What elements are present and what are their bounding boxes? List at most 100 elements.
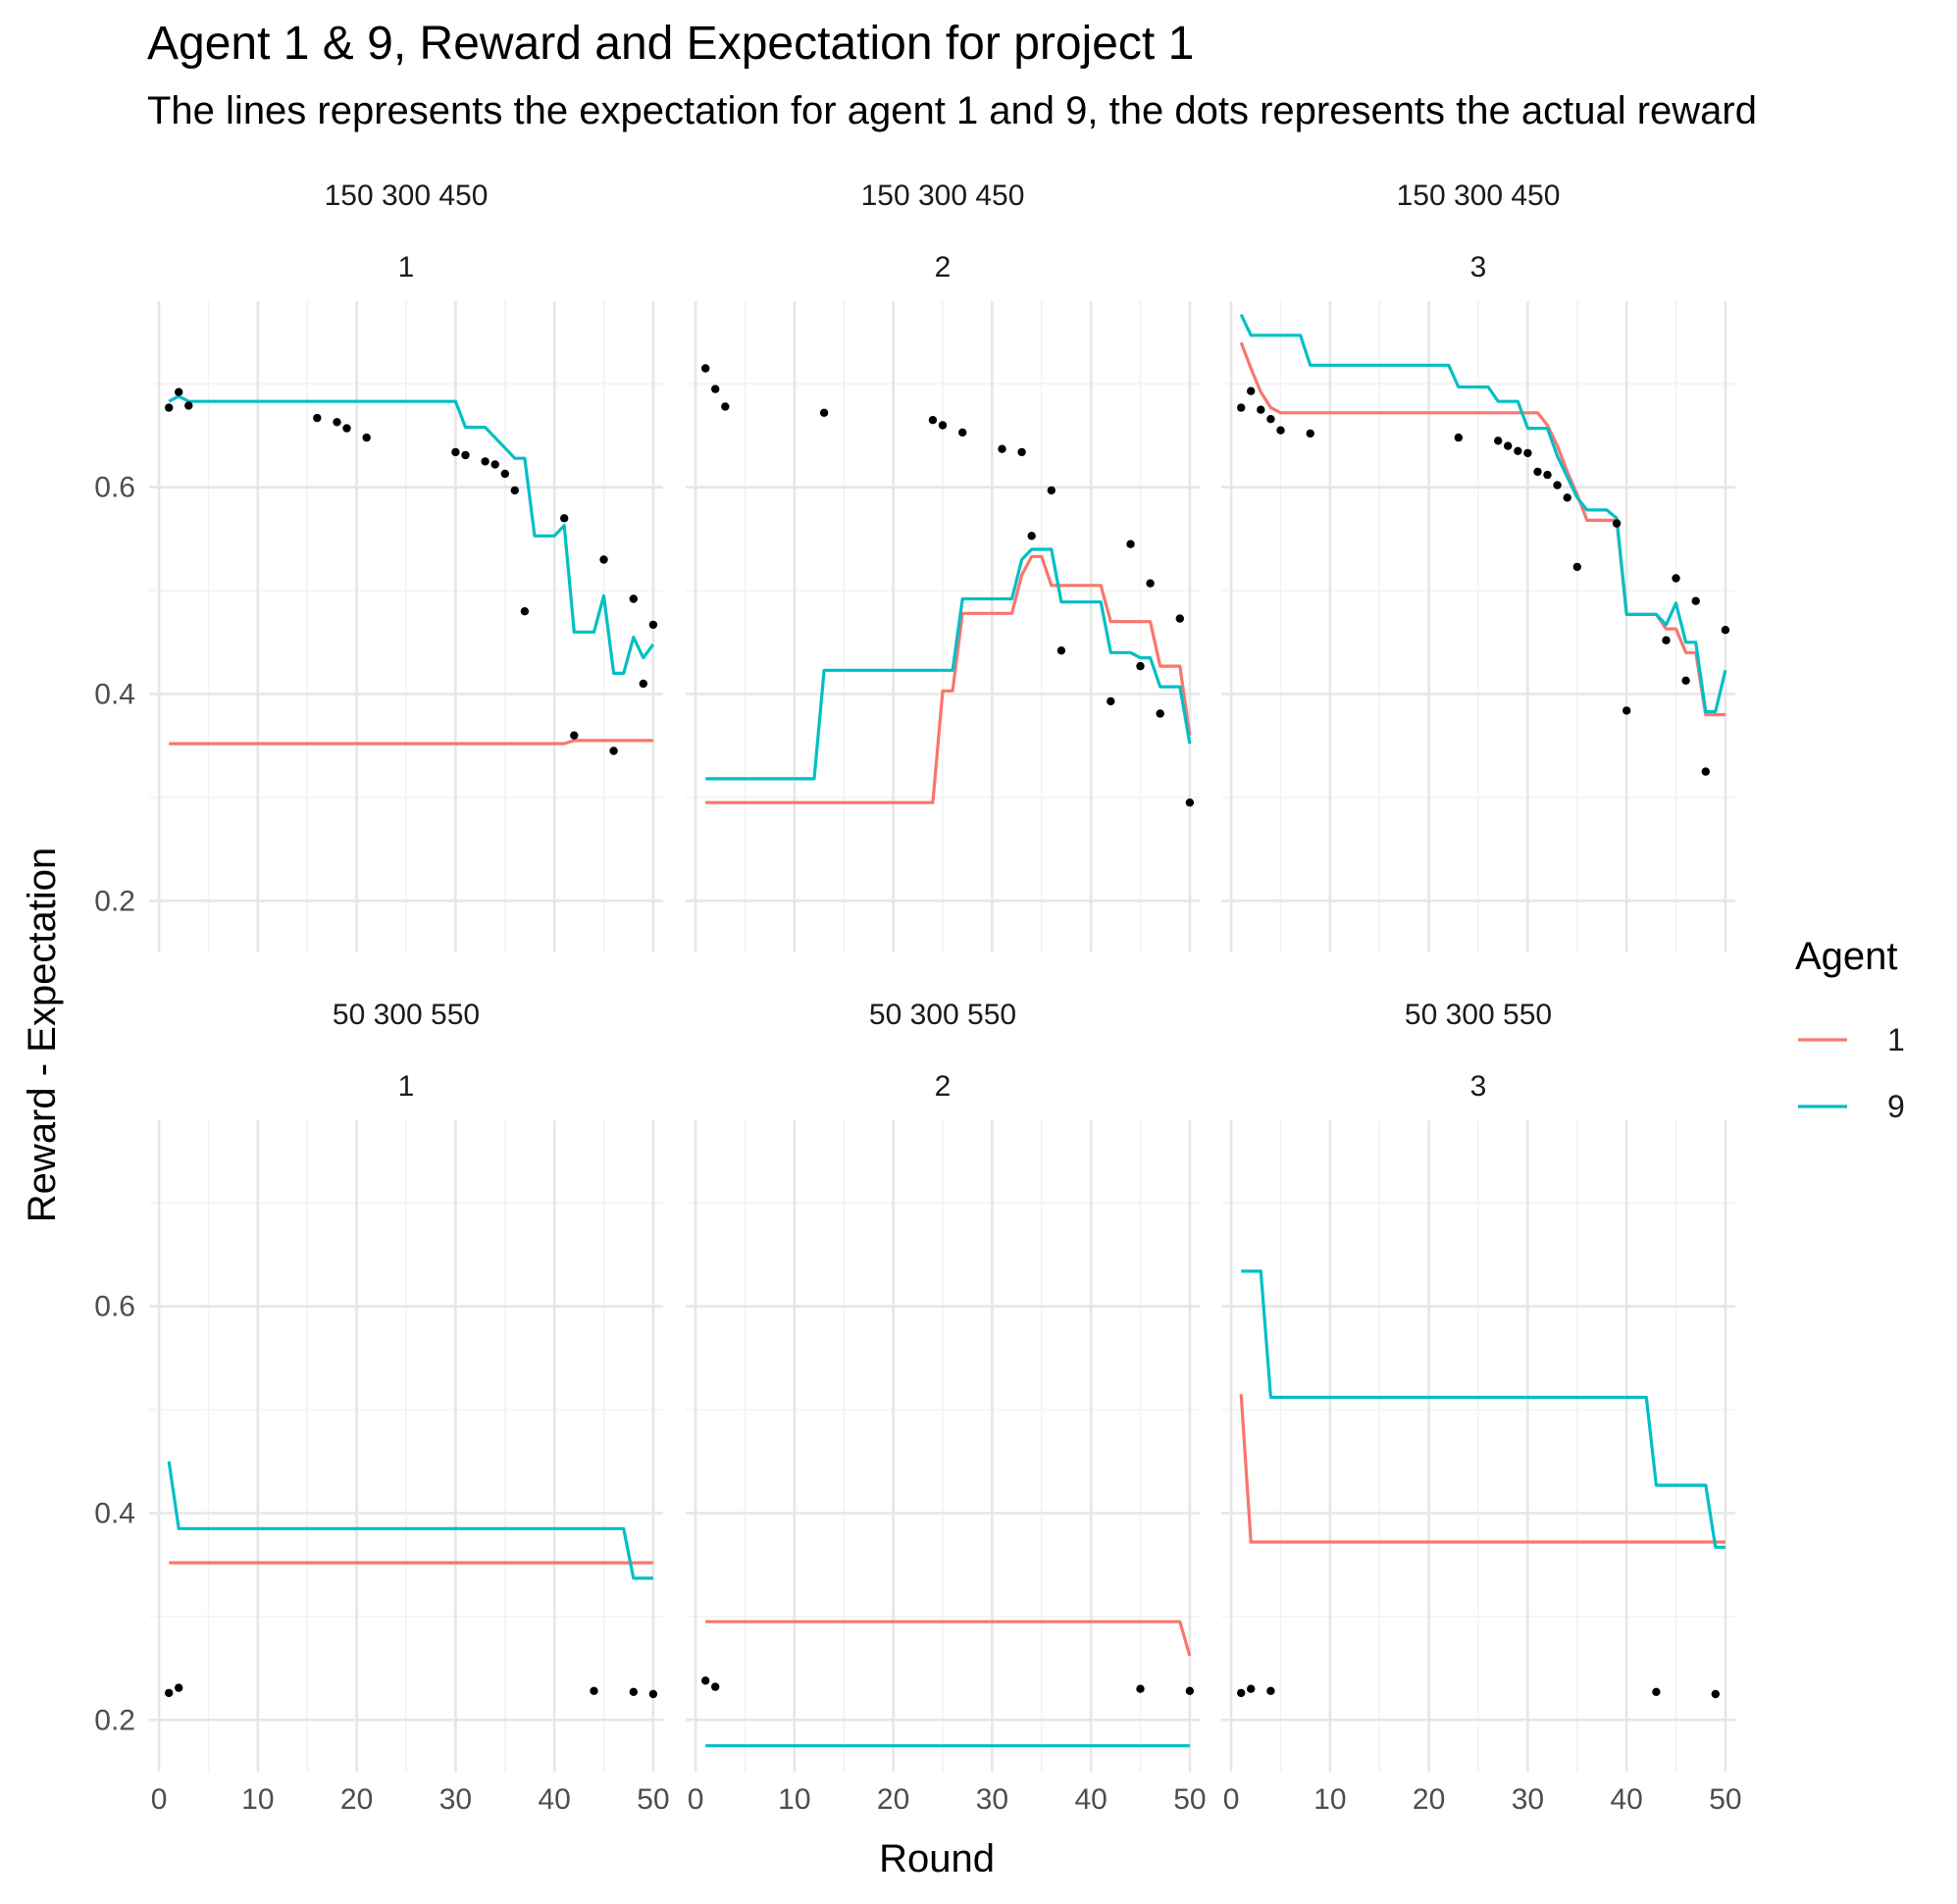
facet-panel: 50 300 550 1 0.2 0.4 0.6 0 10 20 30 40 50 [94, 999, 669, 1816]
reward-point [1276, 426, 1285, 435]
reward-point [1514, 446, 1522, 455]
reward-point [520, 607, 530, 616]
reward-point [1266, 415, 1275, 424]
reward-point [510, 486, 519, 495]
series-line-agent-1 [705, 1620, 1192, 1657]
reward-point [1257, 405, 1265, 414]
y-tick-label: 0.6 [94, 472, 135, 504]
reward-point [1701, 767, 1711, 776]
reward-point [165, 1688, 174, 1698]
strip-label-row: 50 300 550 [869, 999, 1016, 1031]
x-tick-label: 30 [439, 1783, 472, 1816]
series-line-agent-1 [169, 739, 653, 746]
y-tick-label: 0.2 [94, 1704, 135, 1736]
x-axis-title: Round [879, 1837, 995, 1880]
x-tick-label: 50 [637, 1783, 669, 1816]
series-line-agent-1 [705, 554, 1192, 804]
reward-point [819, 408, 829, 417]
strip-label-row: 50 300 550 [1405, 999, 1552, 1031]
legend-title: Agent [1795, 935, 1898, 978]
x-tick-label: 10 [241, 1783, 274, 1816]
y-axis-title: Reward - Expectation [21, 848, 64, 1222]
series-line-agent-9 [168, 394, 655, 675]
reward-point [184, 401, 193, 410]
reward-point [1175, 614, 1185, 623]
strip-label-col: 2 [935, 1070, 952, 1103]
legend: Agent 1 9 [1795, 935, 1905, 1124]
strip-label-row: 150 300 450 [1397, 180, 1561, 212]
reward-point [639, 679, 647, 689]
strip-label-row: 50 300 550 [333, 999, 480, 1031]
reward-point [362, 433, 371, 442]
reward-point [461, 450, 470, 460]
reward-point [560, 514, 569, 523]
strip-label-col: 3 [1470, 1070, 1487, 1103]
x-tick-label: 40 [1074, 1783, 1107, 1816]
reward-point [1237, 1688, 1246, 1698]
x-tick-label: 40 [1610, 1783, 1642, 1816]
reward-point [1533, 467, 1542, 477]
reward-point [1494, 437, 1503, 445]
y-tick-label: 0.4 [94, 679, 135, 711]
reward-point [599, 555, 608, 564]
reward-point [175, 1683, 183, 1692]
series-line-agent-9 [167, 1461, 653, 1580]
reward-point [609, 746, 618, 755]
reward-point [570, 731, 579, 740]
strip-label-col: 1 [398, 1070, 415, 1103]
reward-point [1017, 447, 1026, 457]
reward-point [1047, 486, 1056, 495]
reward-point [1721, 626, 1730, 635]
reward-point [629, 1687, 638, 1697]
series-line-agent-1 [1239, 341, 1725, 717]
chart-title: Agent 1 & 9, Reward and Expectation for … [147, 18, 1194, 70]
reward-point [1156, 709, 1164, 718]
reward-point [1572, 562, 1582, 572]
reward-point [1056, 646, 1066, 655]
reward-point [1622, 706, 1631, 715]
series-line-agent-9 [705, 547, 1192, 781]
reward-point [1681, 676, 1690, 685]
chart-subtitle: The lines represents the expectation for… [147, 89, 1757, 132]
x-tick-label: 0 [1223, 1783, 1240, 1816]
reward-point [629, 594, 638, 603]
reward-point [998, 444, 1006, 453]
reward-point [1711, 1689, 1721, 1699]
reward-point [1652, 1687, 1661, 1697]
reward-point [1247, 386, 1256, 395]
x-tick-label: 50 [1173, 1783, 1206, 1816]
reward-point [165, 403, 174, 412]
reward-point [1672, 574, 1680, 583]
reward-point [481, 457, 489, 466]
panel-grid [686, 1120, 1200, 1772]
reward-point [175, 387, 183, 396]
reward-point [1027, 532, 1036, 540]
y-tick-label: 0.6 [94, 1291, 135, 1323]
series-line-agent-1 [1239, 1394, 1725, 1544]
reward-point [1185, 1686, 1195, 1696]
x-tick-label: 20 [877, 1783, 909, 1816]
reward-point [1306, 429, 1314, 438]
strip-label-col: 3 [1470, 251, 1487, 283]
reward-point [590, 1686, 598, 1696]
reward-point [1136, 661, 1145, 671]
x-tick-label: 0 [151, 1783, 168, 1816]
reward-point [958, 428, 967, 437]
series-line-agent-9 [1241, 1269, 1725, 1549]
facet-panel: 150 300 450 1 0.2 0.4 0.6 [94, 180, 663, 952]
reward-point [1146, 579, 1155, 588]
reward-point [1237, 403, 1246, 412]
reward-point [721, 402, 730, 411]
reward-point [1563, 493, 1571, 502]
strip-label-col: 1 [398, 251, 415, 283]
series-line-agent-9 [1239, 314, 1727, 713]
reward-point [648, 1689, 658, 1699]
reward-point [648, 620, 658, 630]
reward-point [1543, 470, 1552, 480]
x-tick-label: 20 [340, 1783, 373, 1816]
reward-point [313, 413, 322, 423]
strip-label-row: 150 300 450 [325, 180, 489, 212]
x-tick-label: 0 [688, 1783, 704, 1816]
